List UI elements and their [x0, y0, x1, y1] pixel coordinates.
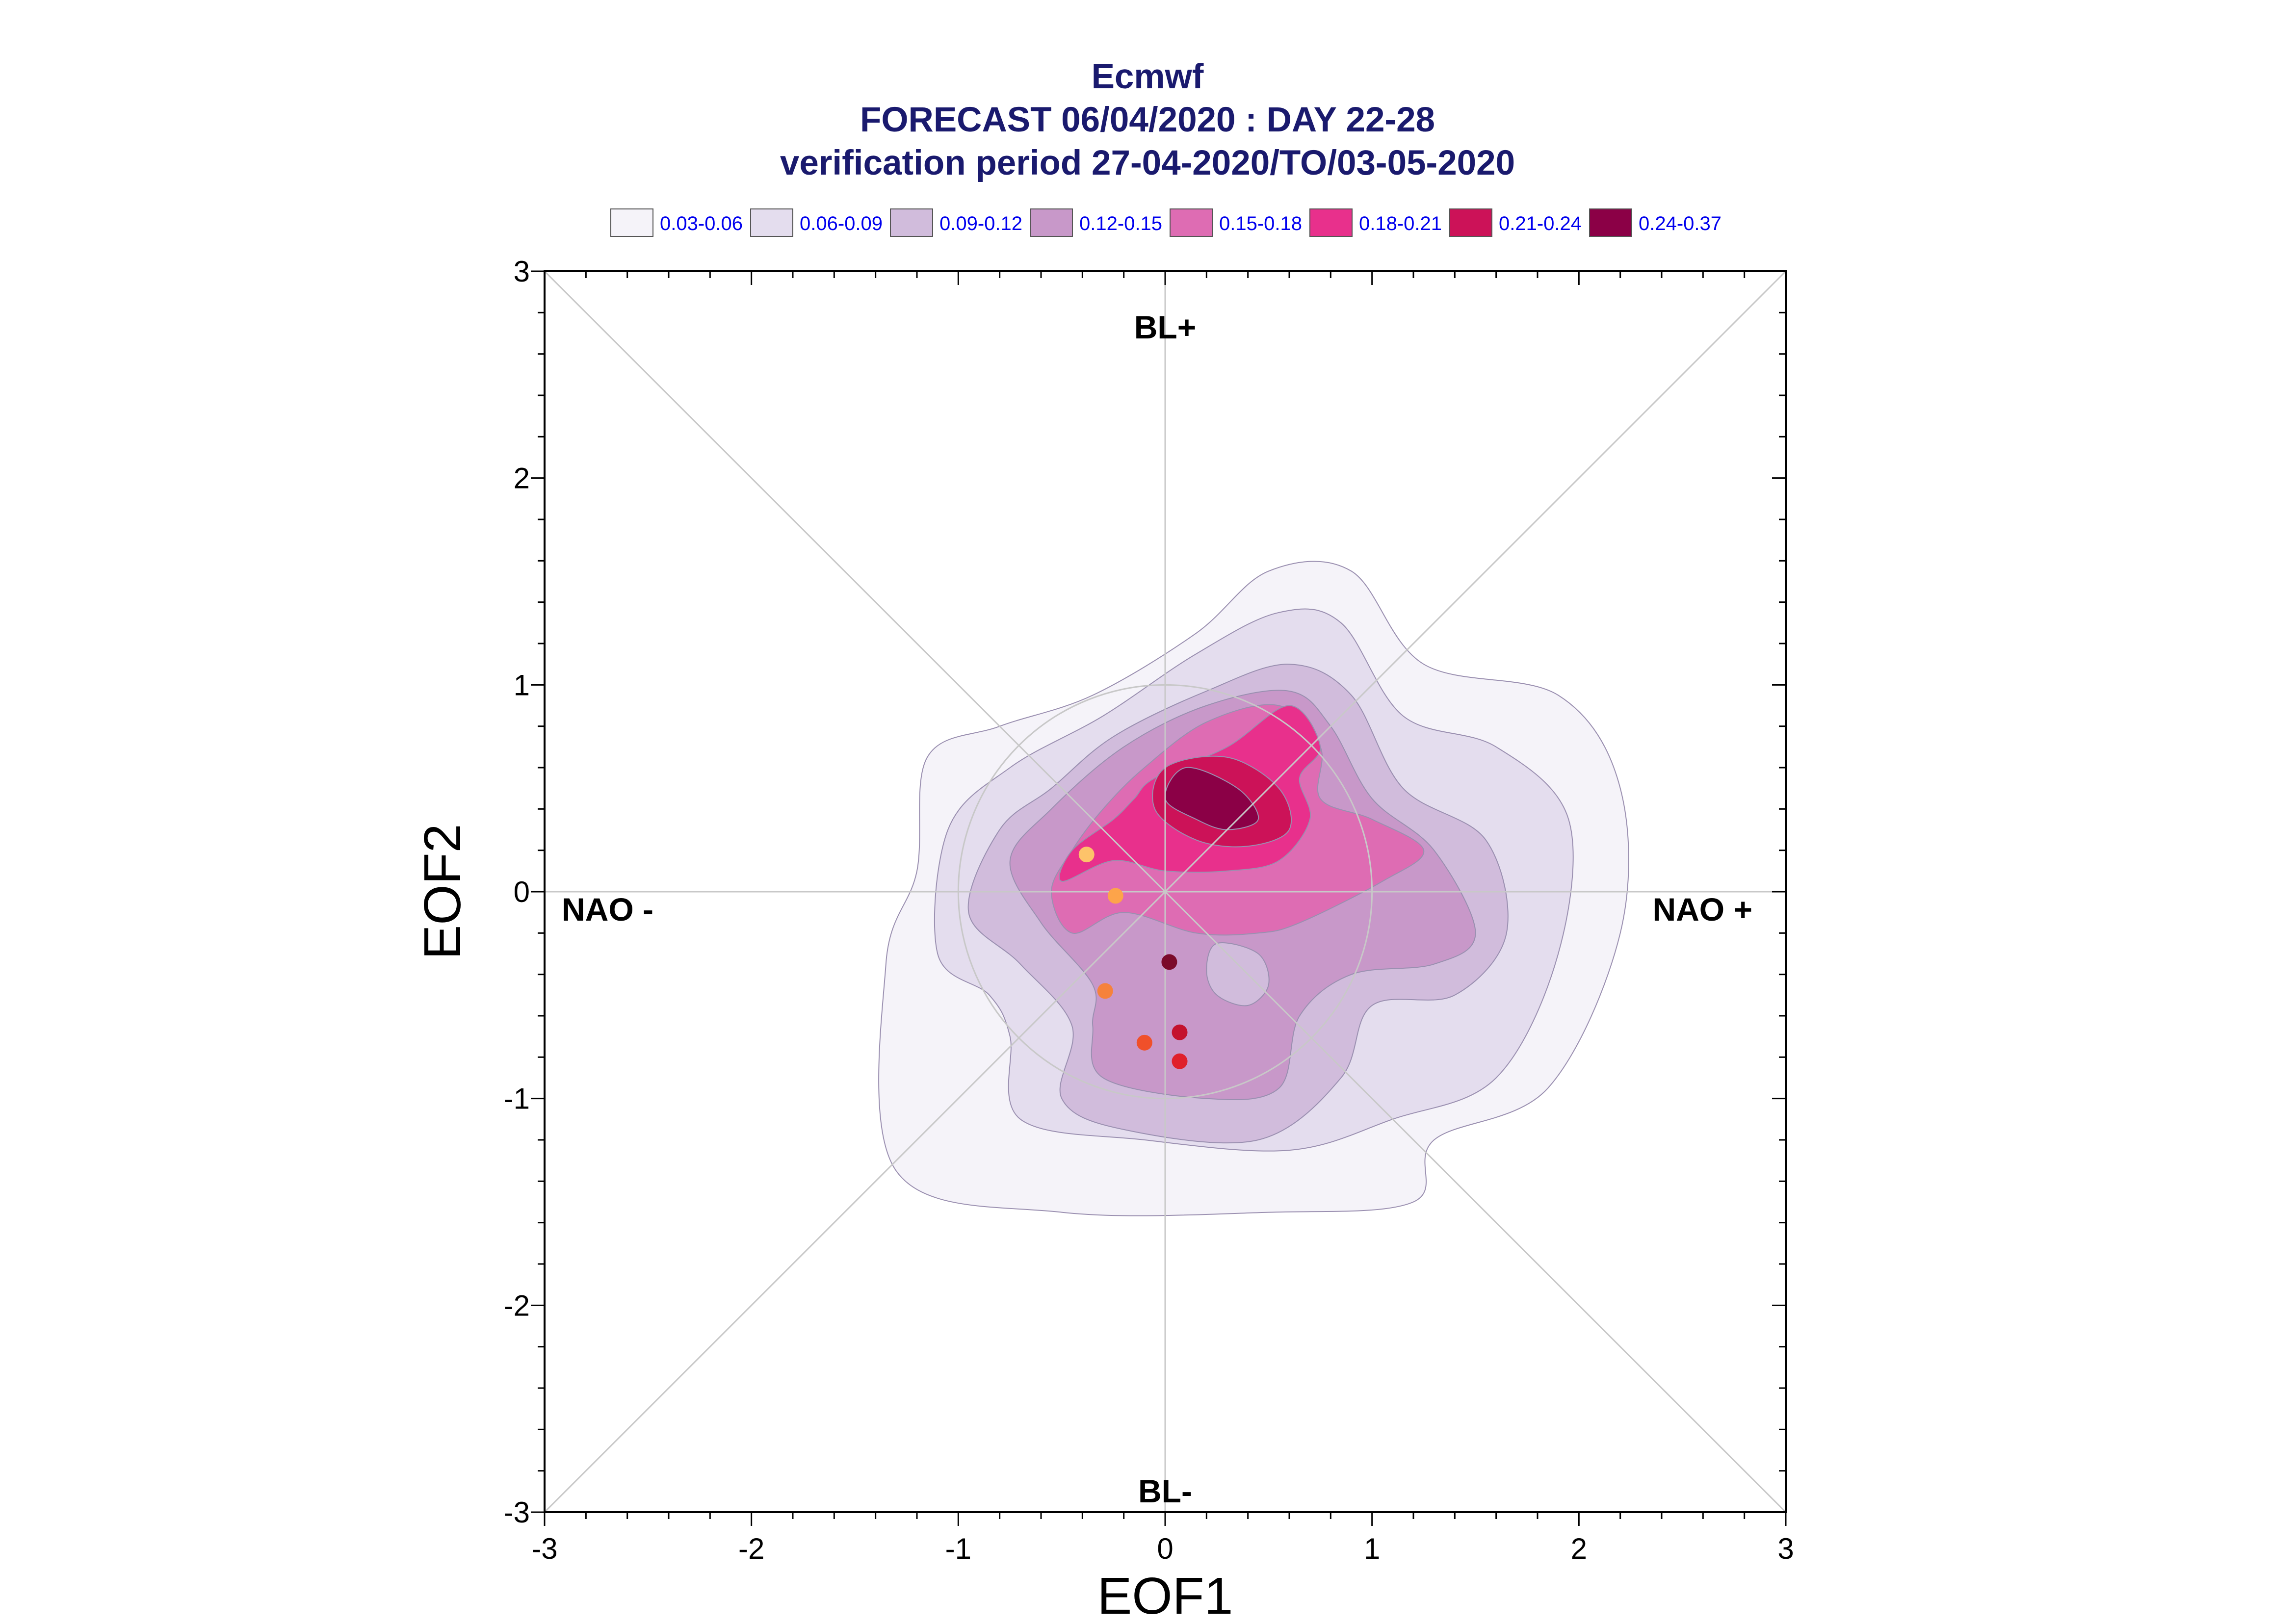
legend-swatch [610, 208, 653, 237]
legend: 0.03-0.06 0.06-0.09 0.09-0.12 0.12-0.15 0.15… [610, 208, 1721, 237]
legend-swatch [1170, 208, 1213, 237]
legend-label: 0.24-0.37 [1639, 213, 1721, 234]
y-tick-label: 1 [514, 669, 530, 701]
legend-swatch [750, 208, 793, 237]
legend-swatch [1309, 208, 1353, 237]
region-labels: BL+ BL- NAO - NAO + [562, 309, 1752, 1509]
legend-label: 0.15-0.18 [1219, 213, 1302, 234]
region-label-top: BL+ [1134, 309, 1197, 345]
unit-circle [957, 684, 1373, 1100]
plot-area: -3 -2 -1 0 1 2 3 -3 -2 -1 0 1 2 3 [504, 255, 1794, 1565]
data-point [1078, 847, 1095, 863]
x-tick-label: 0 [1157, 1532, 1173, 1565]
x-tick-label: 1 [1364, 1532, 1380, 1565]
chart-title: Ecmwf FORECAST 06/04/2020 : DAY 22-28 ve… [780, 57, 1515, 182]
x-axis-label: EOF1 [1097, 1567, 1233, 1624]
y-axis-label: EOF2 [414, 824, 471, 960]
x-tick-label: -1 [945, 1532, 971, 1565]
data-point [1172, 1053, 1188, 1069]
legend-swatch [1030, 208, 1073, 237]
data-points [1078, 847, 1188, 1069]
legend-label: 0.09-0.12 [939, 213, 1022, 234]
density-contour-hole [1206, 942, 1270, 1006]
y-tick-label: -3 [504, 1496, 530, 1529]
x-tick-label: -2 [738, 1532, 764, 1565]
density-contours [878, 561, 1629, 1216]
title-line-2: FORECAST 06/04/2020 : DAY 22-28 [860, 101, 1435, 139]
legend-label: 0.18-0.21 [1359, 213, 1442, 234]
legend-swatch [890, 208, 933, 237]
data-point [1172, 1024, 1188, 1040]
data-point [1097, 983, 1113, 999]
legend-swatch [1449, 208, 1492, 237]
y-tick-label: -1 [504, 1083, 530, 1115]
y-tick-label: 2 [514, 462, 530, 495]
region-label-right: NAO + [1652, 891, 1752, 928]
legend-swatch [1589, 208, 1632, 237]
region-label-left: NAO - [562, 891, 653, 928]
x-tick-label: -3 [531, 1532, 557, 1565]
data-point [1161, 954, 1177, 970]
legend-label: 0.12-0.15 [1079, 213, 1162, 234]
x-tick-label: 2 [1571, 1532, 1587, 1565]
legend-label: 0.06-0.09 [800, 213, 883, 234]
x-tick-label: 3 [1777, 1532, 1794, 1565]
title-line-3: verification period 27-04-2020/TO/03-05-… [780, 144, 1515, 182]
y-tick-label: -2 [504, 1289, 530, 1322]
y-tick-label: 3 [514, 255, 530, 288]
y-tick-label: 0 [514, 876, 530, 908]
region-label-bottom: BL- [1138, 1473, 1192, 1509]
data-point [1136, 1034, 1152, 1051]
axis-ticks: -3 -2 -1 0 1 2 3 -3 -2 -1 0 1 2 3 [504, 255, 1794, 1565]
legend-label: 0.03-0.06 [660, 213, 743, 234]
axis-labels: EOF1 EOF2 [414, 824, 1233, 1624]
legend-label: 0.21-0.24 [1499, 213, 1582, 234]
guide-lines [544, 270, 1787, 1513]
data-point [1107, 888, 1123, 904]
title-line-1: Ecmwf [1092, 57, 1204, 96]
